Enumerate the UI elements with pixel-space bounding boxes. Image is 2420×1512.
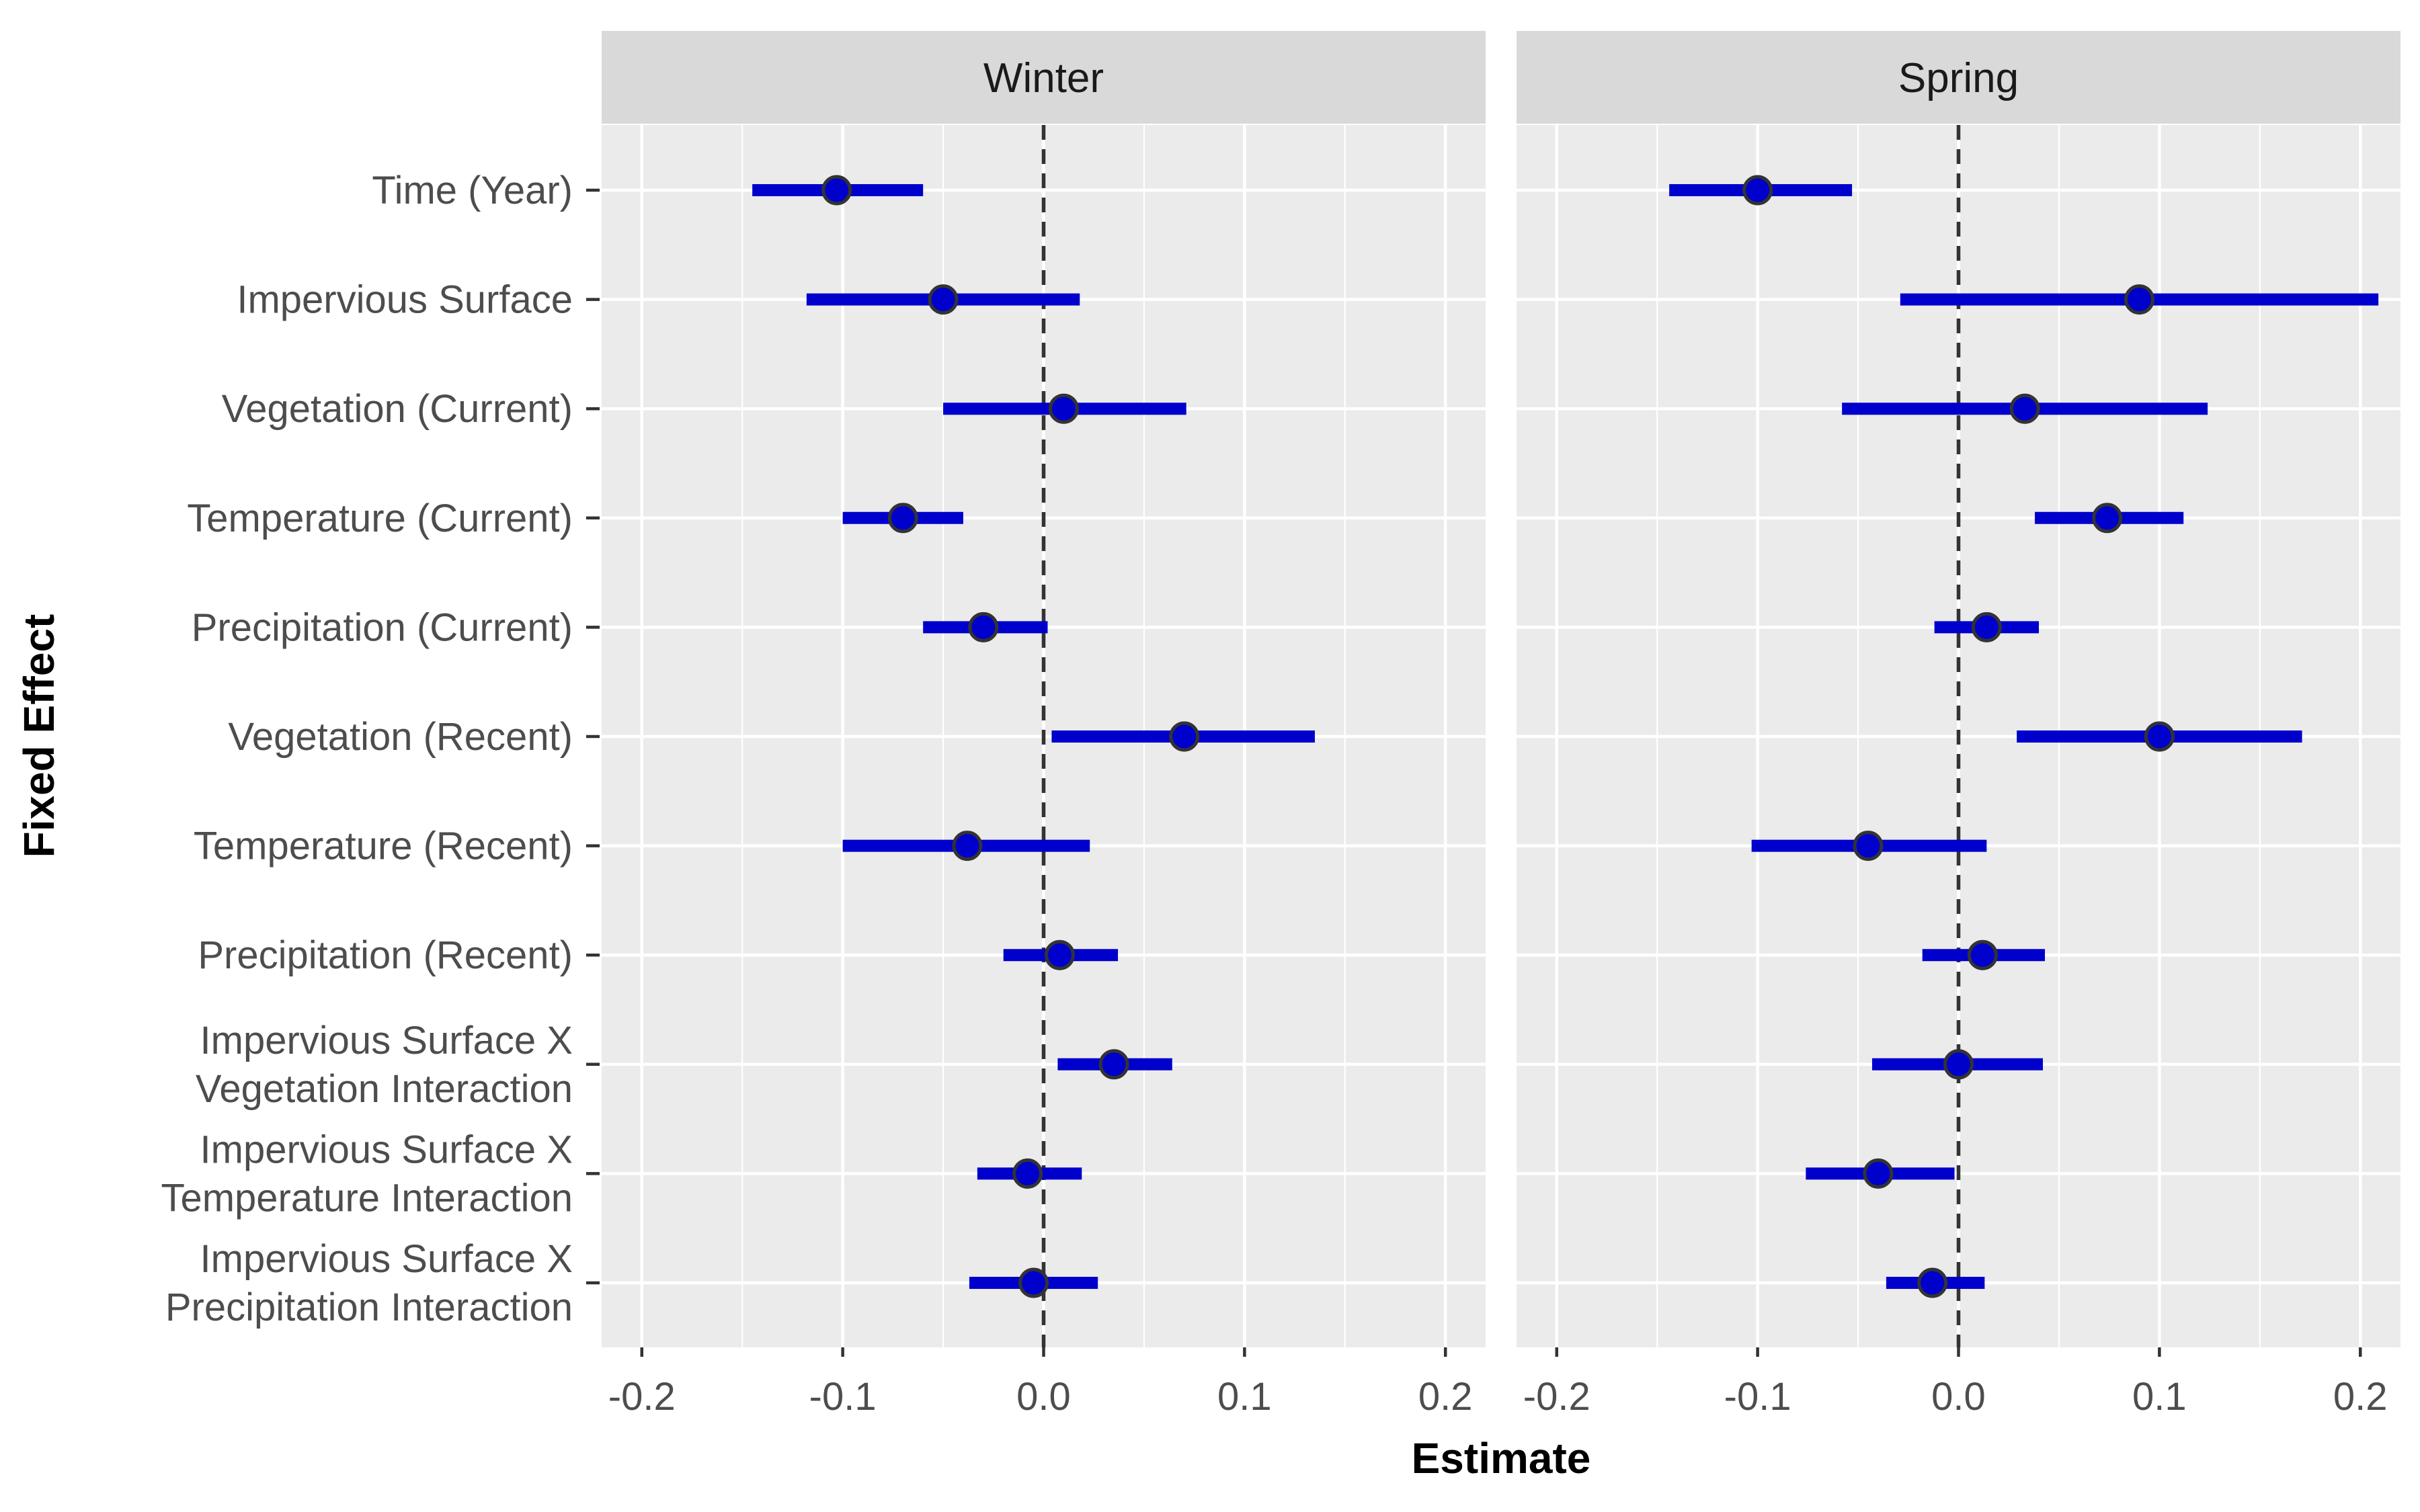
facet-title: Winter [983, 55, 1104, 101]
point-estimate [1018, 1267, 1049, 1298]
y-tick-label: Impervious Surface [237, 278, 573, 322]
point-estimate [1048, 393, 1079, 424]
x-tick-label: 0.2 [2333, 1375, 2388, 1419]
y-tick-labels: Time (Year) Impervious Surface Vegetation … [161, 169, 600, 1329]
x-tick-label: -0.2 [1523, 1375, 1590, 1419]
x-tick-label: -0.2 [608, 1375, 676, 1419]
point-estimate [1943, 1049, 1974, 1080]
point-estimate [928, 284, 959, 315]
y-tick-label: Precipitation Interaction [165, 1286, 573, 1329]
y-tick-label: Precipitation (Current) [192, 605, 573, 649]
point-estimate [1169, 721, 1200, 752]
x-tick-label: 0.0 [1931, 1375, 1986, 1419]
point-estimate [1967, 939, 1998, 970]
point-estimate [1917, 1267, 1948, 1298]
y-tick-label: Temperature (Recent) [194, 825, 573, 868]
y-tick-label: Temperature Interaction [161, 1176, 573, 1220]
x-tick-label: 0.2 [1418, 1375, 1473, 1419]
point-estimate [1098, 1049, 1129, 1080]
x-tick-label: 0.1 [2132, 1375, 2187, 1419]
facet-strip [602, 31, 1486, 124]
point-estimate [887, 503, 918, 534]
y-tick-label: Impervious Surface X [200, 1237, 573, 1281]
point-estimate [2144, 721, 2175, 752]
x-tick-label: 0.1 [1217, 1375, 1272, 1419]
point-estimate [2009, 393, 2040, 424]
point-estimate [1863, 1158, 1894, 1189]
point-estimate [2124, 284, 2154, 315]
point-estimate [1742, 175, 1773, 206]
panel-spring: Spring -0.2 -0.1 0.0 0.1 0.2 [1517, 31, 2401, 1419]
point-estimate [1853, 831, 1884, 862]
x-tick-label: -0.1 [809, 1375, 877, 1419]
y-tick-label: Precipitation (Recent) [198, 933, 573, 977]
point-estimate [968, 612, 999, 642]
y-tick-label: Vegetation (Current) [222, 387, 573, 431]
point-estimate [1012, 1158, 1043, 1189]
x-axis-title: Estimate [1412, 1434, 1591, 1482]
x-tick-label: -0.1 [1724, 1375, 1791, 1419]
panels-layer: Winter -0.2 -0.1 0.0 0.1 0.2 Spring -0.2 -0.1 0.0… [602, 31, 2401, 1419]
y-tick-label: Impervious Surface X [200, 1128, 573, 1171]
point-estimate [2092, 503, 2123, 534]
point-estimate [821, 175, 852, 206]
facet-title: Spring [1898, 55, 2019, 101]
point-estimate [1971, 612, 2002, 642]
facet-strip [1517, 31, 2401, 124]
y-tick-label: Impervious Surface X [200, 1019, 573, 1062]
point-estimate [1044, 939, 1075, 970]
x-tick-label: 0.0 [1016, 1375, 1071, 1419]
y-axis-title: Fixed Effect [15, 614, 63, 858]
y-tick-label: Temperature (Current) [187, 497, 573, 540]
y-tick-label: Vegetation (Recent) [228, 715, 573, 759]
panel-winter: Winter -0.2 -0.1 0.0 0.1 0.2 [602, 31, 1486, 1419]
point-estimate [952, 831, 983, 862]
y-tick-label: Time (Year) [372, 169, 573, 212]
y-tick-label: Vegetation Interaction [196, 1067, 573, 1111]
